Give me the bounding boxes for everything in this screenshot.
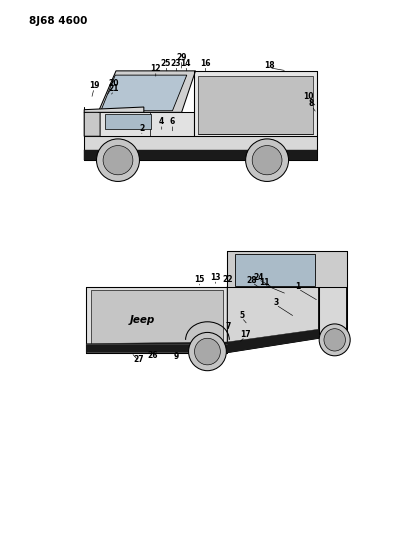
Text: 10: 10: [304, 92, 314, 101]
Text: 17: 17: [240, 330, 251, 339]
Polygon shape: [198, 76, 313, 134]
Text: 11: 11: [259, 278, 269, 287]
Text: 26: 26: [147, 351, 158, 360]
Text: 2: 2: [139, 124, 144, 133]
Polygon shape: [227, 287, 319, 353]
Text: 7: 7: [225, 321, 231, 330]
Polygon shape: [84, 110, 100, 136]
Text: 24: 24: [253, 273, 264, 281]
Polygon shape: [86, 329, 319, 353]
Text: 29: 29: [176, 53, 187, 62]
Polygon shape: [91, 290, 223, 345]
Text: 19: 19: [89, 81, 99, 90]
Ellipse shape: [189, 333, 226, 370]
Ellipse shape: [319, 324, 350, 356]
Polygon shape: [98, 71, 196, 112]
Polygon shape: [84, 136, 317, 160]
Text: 12: 12: [150, 64, 161, 73]
Text: 16: 16: [200, 59, 211, 68]
Ellipse shape: [324, 329, 346, 351]
Text: 22: 22: [222, 274, 233, 284]
Polygon shape: [84, 112, 194, 136]
Text: Jeep: Jeep: [129, 314, 154, 325]
Ellipse shape: [103, 146, 133, 175]
Text: 3: 3: [273, 298, 279, 307]
Polygon shape: [84, 107, 144, 112]
Text: 13: 13: [210, 273, 221, 281]
Text: 21: 21: [109, 84, 119, 93]
Text: 8: 8: [309, 99, 314, 108]
Polygon shape: [227, 251, 347, 287]
Text: 4: 4: [159, 117, 164, 126]
Polygon shape: [84, 150, 317, 160]
Polygon shape: [194, 71, 317, 136]
Ellipse shape: [97, 139, 140, 181]
Ellipse shape: [195, 338, 220, 365]
Polygon shape: [86, 287, 227, 353]
Text: 28: 28: [247, 276, 257, 285]
Text: 9: 9: [174, 352, 179, 361]
Polygon shape: [319, 287, 347, 338]
Text: 1: 1: [296, 282, 301, 291]
Ellipse shape: [252, 146, 282, 175]
Text: 18: 18: [264, 61, 275, 70]
Text: 20: 20: [109, 78, 119, 87]
Text: 14: 14: [180, 59, 191, 68]
Text: 6: 6: [170, 117, 175, 126]
Ellipse shape: [246, 139, 288, 181]
Polygon shape: [101, 75, 187, 111]
Text: 23: 23: [170, 59, 181, 68]
Text: 27: 27: [134, 354, 144, 364]
Text: 25: 25: [160, 59, 171, 68]
Text: 8J68 4600: 8J68 4600: [28, 15, 87, 26]
Text: 5: 5: [239, 311, 244, 320]
Text: 15: 15: [194, 274, 205, 284]
Polygon shape: [235, 254, 315, 286]
Polygon shape: [105, 114, 151, 130]
